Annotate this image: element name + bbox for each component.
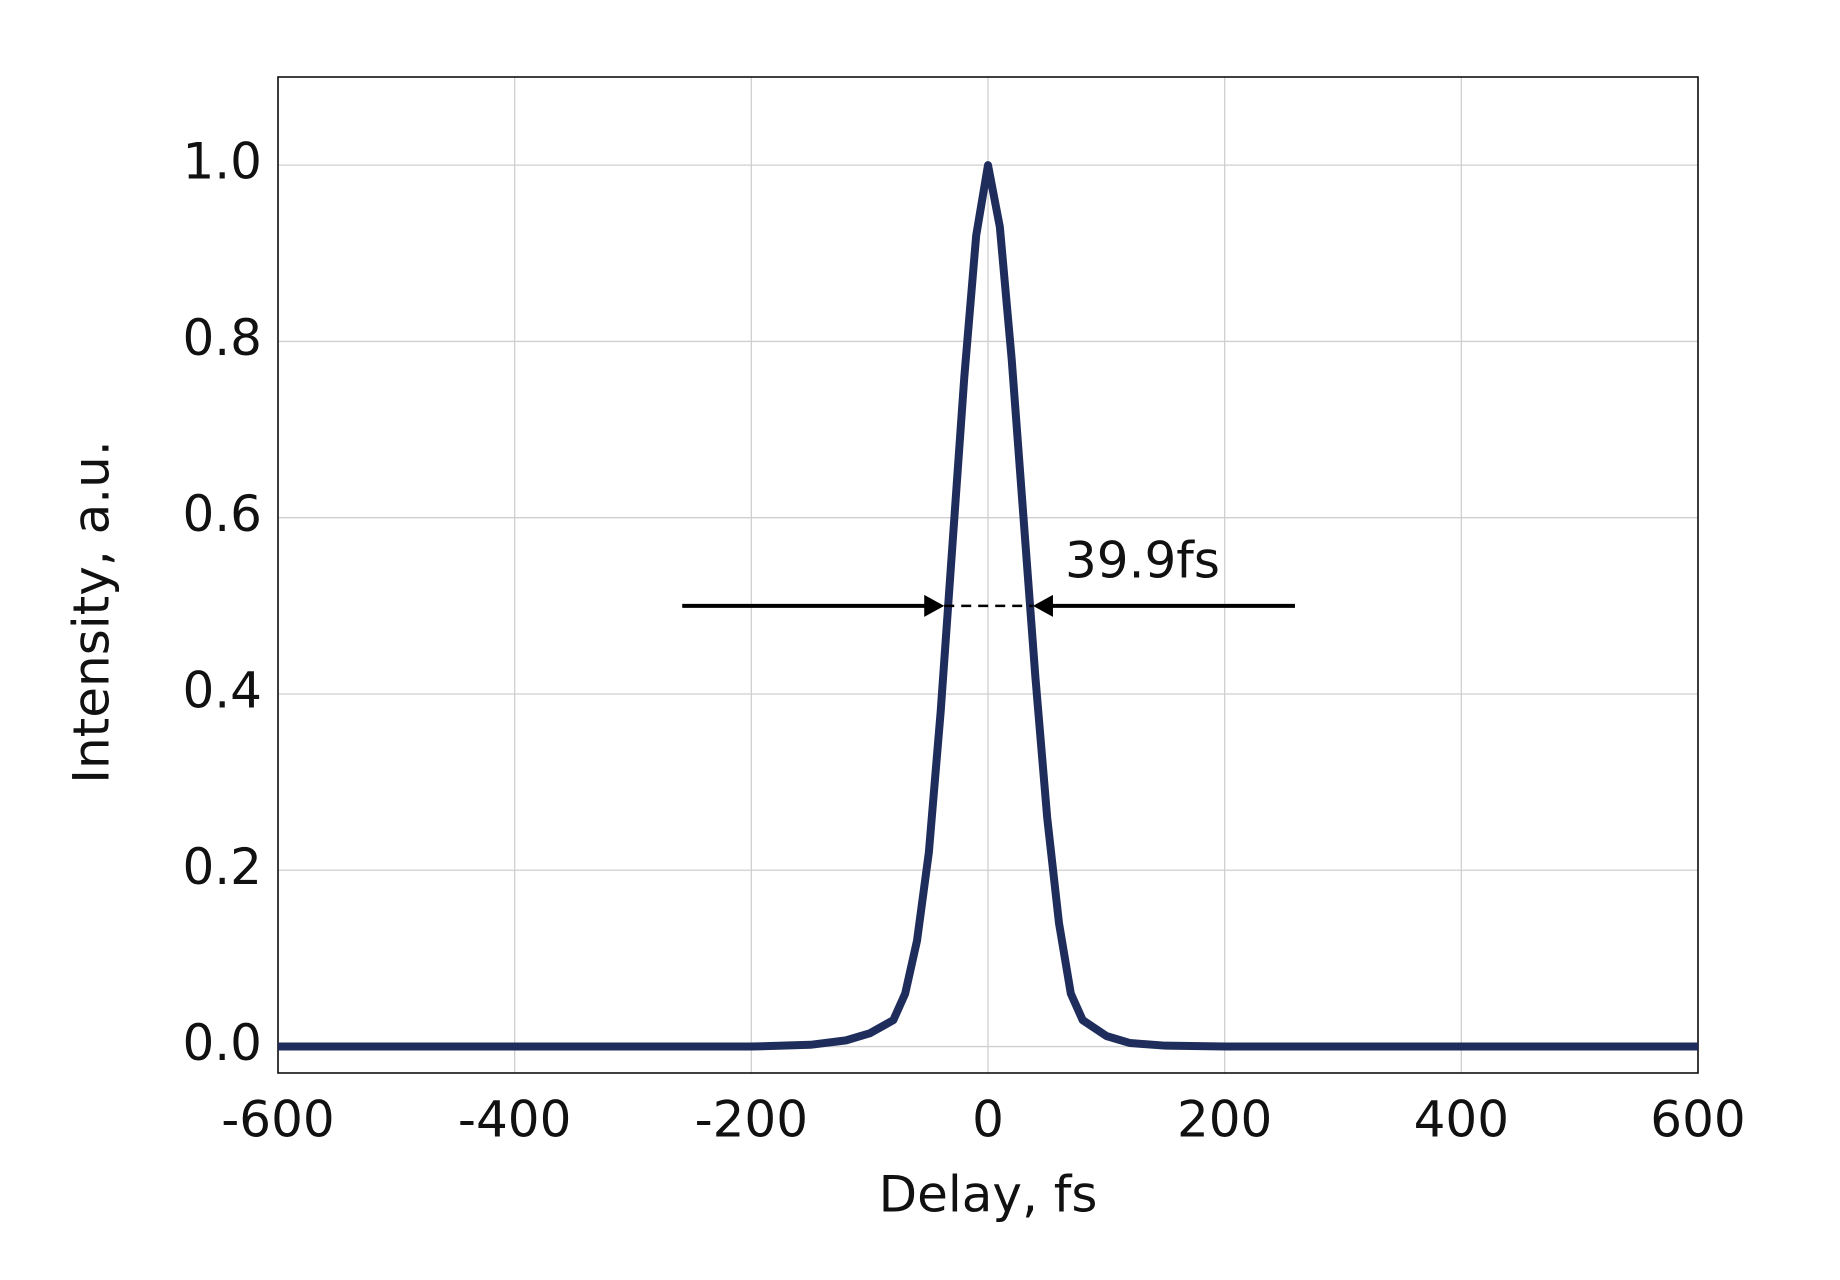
arrow-right-head [1032,594,1053,617]
x-axis-label: Delay, fs [879,1166,1098,1224]
x-tick-label: -600 [221,1091,334,1149]
plot-frame [277,76,1699,1074]
annotation-label: 39.9fs [1065,531,1220,589]
y-tick-label: 0.2 [182,838,262,896]
y-tick-label: 0.8 [182,309,262,367]
x-tick-label: 0 [972,1091,1004,1149]
y-tick-label: 0.0 [182,1014,262,1072]
y-axis-label: Intensity, a.u. [63,440,121,784]
y-tick-label: 1.0 [182,133,262,191]
x-tick-label: 200 [1177,1091,1272,1149]
x-tick-label: -200 [695,1091,808,1149]
y-tick-label: 0.6 [182,485,262,543]
x-tick-label: 600 [1650,1091,1745,1149]
y-tick-label: 0.4 [182,661,262,719]
data-line [278,161,1698,1051]
arrow-left-head [924,594,945,617]
x-tick-label: 400 [1414,1091,1509,1149]
x-tick-label: -400 [458,1091,571,1149]
